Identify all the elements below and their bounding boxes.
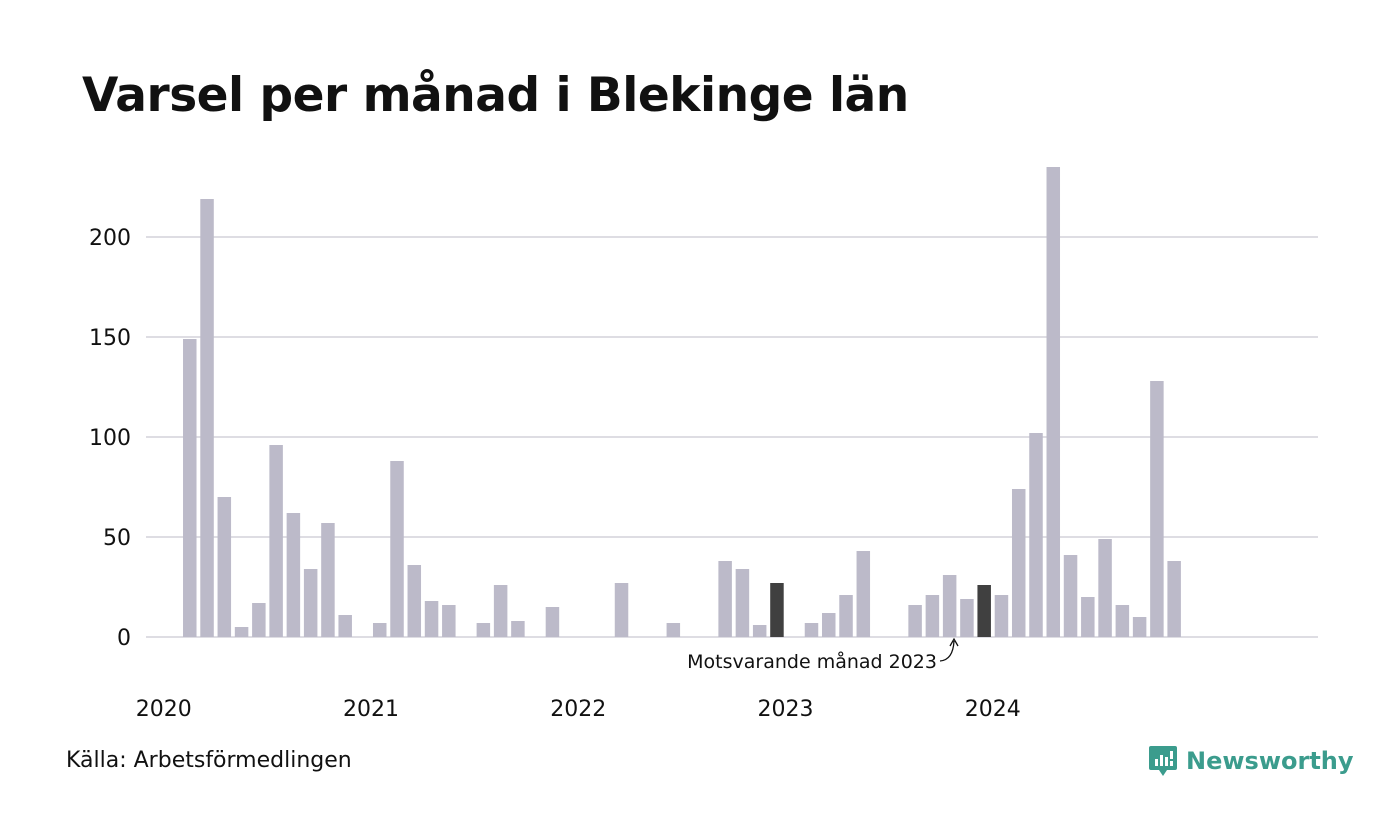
annotations: Motsvarande månad 2023 (687, 637, 959, 673)
source-label: Källa: Arbetsförmedlingen (66, 748, 352, 773)
bar-2024-03 (1029, 433, 1043, 637)
bar-2021-01 (372, 623, 387, 637)
bar-2020-02 (183, 339, 197, 637)
bar-2024-01 (994, 595, 1009, 637)
bar-2024-09 (1132, 617, 1147, 637)
bar-2023-03 (822, 613, 836, 637)
bar-2023-10 (942, 575, 957, 637)
bar-2021-03 (407, 565, 422, 637)
bar-2021-08 (493, 585, 508, 637)
bar-2024-10 (1150, 381, 1164, 637)
bar-2021-05 (442, 605, 456, 637)
x-axis-ticks: 2020 2021 2022 2023 2024 (136, 697, 1021, 722)
bar-2022-03 (614, 583, 629, 637)
bar-2023-04 (839, 595, 853, 637)
bar-2020-07 (269, 445, 283, 637)
bar-2021-02 (390, 461, 404, 637)
bar-2021-04 (424, 601, 439, 637)
x-tick-label: 2024 (965, 697, 1021, 722)
bar-2022-10 (735, 569, 750, 637)
bar-2024-07 (1098, 539, 1112, 637)
bar-2020-09 (303, 569, 318, 637)
y-tick-label: 200 (89, 226, 131, 251)
x-tick-label: 2021 (343, 697, 399, 722)
bar-2020-04 (217, 497, 232, 637)
bar-2023-11 (960, 599, 974, 637)
bar-2022-12 (770, 583, 784, 637)
bar-2024-02 (1011, 489, 1026, 637)
x-tick-label: 2022 (550, 697, 606, 722)
bar-2022-11 (752, 625, 767, 637)
bar-2020-08 (286, 513, 301, 637)
bars (183, 167, 1181, 637)
chart-title: Varsel per månad i Blekinge län (82, 68, 909, 123)
bar-2020-10 (321, 523, 335, 637)
y-tick-label: 50 (103, 526, 131, 551)
bar-2024-05 (1063, 555, 1078, 637)
bar-2020-03 (200, 199, 214, 637)
brand-name: Newsworthy (1186, 747, 1354, 775)
bar-chart: 0 50 100 150 200 2020 2021 2022 2023 2024 Motsva… (89, 167, 1318, 722)
bar-2021-09 (511, 621, 525, 637)
bar-2023-12 (977, 585, 991, 637)
y-tick-label: 0 (117, 626, 131, 651)
bar-2020-06 (252, 603, 266, 637)
bar-2022-06 (666, 623, 681, 637)
bar-2021-11 (545, 607, 560, 637)
bar-2020-05 (234, 627, 249, 637)
bar-2023-02 (804, 623, 819, 637)
bar-2020-11 (338, 615, 352, 637)
bar-2023-09 (925, 595, 940, 637)
brand-logo: Newsworthy (1148, 744, 1354, 778)
y-tick-label: 100 (89, 426, 131, 451)
bar-2024-04 (1046, 167, 1061, 637)
y-tick-label: 150 (89, 326, 131, 351)
annotation-arrowhead (949, 637, 959, 647)
same-month-annotation: Motsvarande månad 2023 (687, 650, 937, 673)
bar-2024-06 (1081, 597, 1095, 637)
y-axis-ticks: 0 50 100 150 200 (89, 226, 131, 651)
bar-2022-09 (718, 561, 732, 637)
x-tick-label: 2023 (757, 697, 813, 722)
bar-2024-11 (1167, 561, 1181, 637)
bar-2023-08 (908, 605, 922, 637)
bar-2023-05 (856, 551, 871, 637)
bar-2021-07 (476, 623, 491, 637)
x-tick-label: 2020 (136, 697, 192, 722)
bar-2024-08 (1115, 605, 1130, 637)
annotation-arrow (939, 640, 955, 662)
newsworthy-logo-icon (1149, 746, 1177, 776)
